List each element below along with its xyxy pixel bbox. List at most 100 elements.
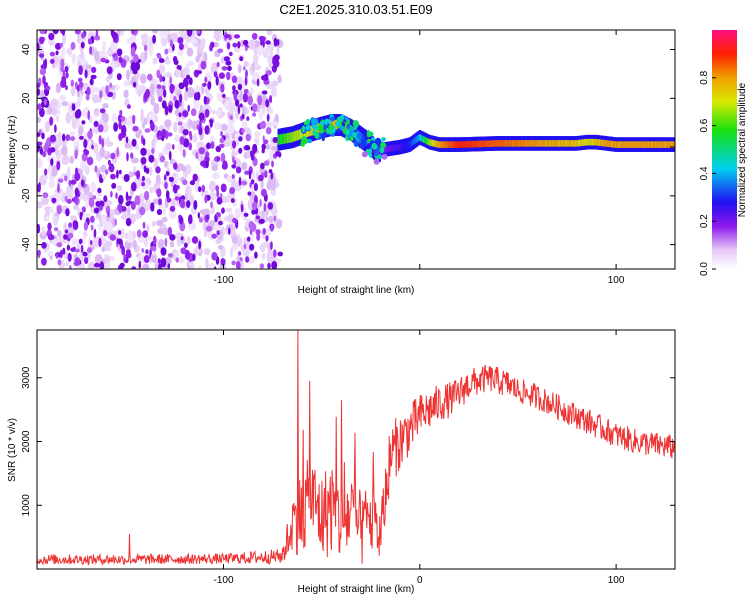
noise-speck [104,255,111,265]
noise-speck [39,67,47,76]
ridge-band-core [295,130,298,141]
noise-speck [39,147,44,155]
noise-speck [178,216,184,225]
ridge-band-core [305,127,308,138]
noise-speck [175,257,179,263]
noise-speck [43,98,47,106]
noise-speck [97,124,104,133]
ridge-band-core [644,141,648,148]
noise-speck [218,96,223,102]
ridge-band-core [608,140,611,148]
ridge-band-core [427,138,430,145]
ridge-scatter [344,116,349,121]
noise-speck [234,34,240,39]
noise-speck [178,30,186,36]
ridge-band-core [296,130,299,141]
noise-speck [64,229,69,234]
noise-speck [267,202,274,210]
ridge-scatter [338,115,344,122]
noise-speck [264,228,271,237]
noise-speck [240,180,248,186]
noise-speck [265,144,271,150]
noise-speck [159,155,166,163]
noise-speck [213,71,218,78]
ridge-band-core [332,120,335,131]
noise-speck [161,85,166,90]
noise-speck [126,116,131,128]
noise-speck [179,136,185,145]
noise-speck [231,235,238,244]
noise-speck [237,256,241,263]
noise-speck [142,230,149,238]
ridge-band-core [412,138,416,145]
ridge-band-core [428,138,431,146]
noise-speck [63,234,68,240]
noise-speck [137,89,142,97]
noise-speck [190,263,195,269]
noise-speck [77,77,83,83]
noise-speck [101,138,104,148]
ridge-band-core [403,142,406,150]
noise-speck [257,174,264,182]
ridge-band-core [401,143,404,150]
noise-speck [150,121,155,131]
ridge-band-core [299,129,302,140]
noise-speck [192,173,198,182]
ridge-band-core [458,141,461,148]
noise-speck [79,135,84,140]
noise-speck [201,184,206,193]
noise-speck [169,234,176,241]
noise-speck [244,76,248,86]
noise-speck [93,120,99,127]
ridge-scatter [360,139,367,147]
noise-speck [88,197,95,208]
noise-speck [132,81,137,88]
noise-speck [189,180,196,186]
noise-speck [39,53,45,58]
noise-speck [39,30,46,35]
noise-speck [161,136,165,142]
noise-speck [50,158,54,166]
noise-speck [83,149,90,156]
noise-speck [249,243,255,251]
noise-speck [240,205,244,213]
noise-speck [243,89,249,94]
noise-speck [116,238,123,245]
noise-speck [261,90,268,95]
noise-speck [185,68,191,75]
ridge-scatter [353,120,359,128]
noise-speck [87,261,95,269]
noise-speck [130,61,137,72]
noise-speck [238,176,242,186]
noise-speck [80,179,85,187]
noise-speck [143,117,148,126]
noise-speck [207,81,212,90]
noise-speck [87,130,93,140]
noise-speck [266,121,272,129]
noise-speck [164,119,172,128]
noise-speck [37,82,41,88]
ridge-scatter [366,129,371,138]
noise-speck [213,266,217,269]
noise-speck [168,176,174,183]
noise-speck [248,169,252,180]
ridge-band-core [482,140,485,148]
noise-speck [67,166,71,178]
noise-speck [271,85,277,98]
noise-speck [195,70,203,75]
noise-speck [108,165,115,172]
ridge-band-core [604,140,608,147]
noise-speck [211,164,218,172]
noise-speck [177,121,183,126]
noise-speck [243,61,250,67]
colorbar-scale [712,30,737,269]
noise-speck [131,181,137,192]
noise-speck [107,141,114,147]
spectrogram-axes: -100 100 -40 -20 0 20 40 [21,30,675,286]
noise-speck [155,219,164,227]
noise-speck [98,135,102,145]
noise-speck [253,137,260,143]
noise-speck [140,73,147,84]
noise-speck [246,116,250,121]
noise-speck [57,109,61,116]
